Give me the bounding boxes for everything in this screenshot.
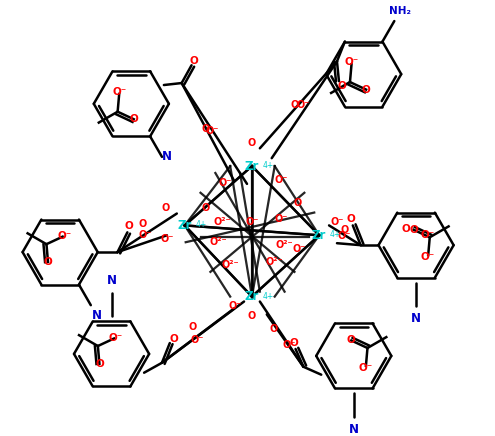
Text: O⁻: O⁻ xyxy=(283,340,296,350)
Text: O: O xyxy=(95,359,104,369)
Text: O: O xyxy=(201,123,209,133)
Text: N: N xyxy=(411,312,421,325)
Text: NH₂: NH₂ xyxy=(389,6,411,16)
Text: N: N xyxy=(349,422,359,436)
Text: O: O xyxy=(291,100,298,110)
Text: O⁻: O⁻ xyxy=(139,230,152,240)
Text: O: O xyxy=(338,81,346,91)
Text: O: O xyxy=(294,198,301,208)
Text: O⁻: O⁻ xyxy=(421,252,435,262)
Text: O: O xyxy=(189,322,197,332)
Text: O⁻: O⁻ xyxy=(275,215,288,225)
Text: 4+: 4+ xyxy=(263,292,274,301)
Text: O⁻: O⁻ xyxy=(109,333,123,343)
Text: O: O xyxy=(44,257,52,267)
Text: O⁻: O⁻ xyxy=(206,126,219,136)
Text: O²⁻: O²⁻ xyxy=(276,240,294,250)
Text: O⁻: O⁻ xyxy=(229,301,242,311)
Text: O⁻: O⁻ xyxy=(245,218,258,228)
Text: O: O xyxy=(289,338,298,348)
Text: O: O xyxy=(341,225,349,235)
Text: O⁻: O⁻ xyxy=(191,335,204,345)
Text: O: O xyxy=(270,324,278,334)
Text: O: O xyxy=(125,221,134,232)
Text: O⁻: O⁻ xyxy=(57,231,71,241)
Text: 4+: 4+ xyxy=(196,221,207,229)
Text: O: O xyxy=(248,138,256,148)
Text: O: O xyxy=(129,114,138,124)
Text: 4+: 4+ xyxy=(263,161,274,170)
Text: N: N xyxy=(162,150,172,164)
Text: O²⁻: O²⁻ xyxy=(213,218,231,228)
Text: O⁻: O⁻ xyxy=(275,175,288,185)
Text: O: O xyxy=(169,334,178,344)
Text: N: N xyxy=(106,274,116,287)
Text: O: O xyxy=(138,219,147,229)
Text: O: O xyxy=(402,225,410,235)
Text: O⁻: O⁻ xyxy=(359,363,373,373)
Text: O: O xyxy=(347,335,356,345)
Text: O: O xyxy=(201,203,209,213)
Text: O²⁻: O²⁻ xyxy=(221,260,239,270)
Text: O⁻: O⁻ xyxy=(337,231,350,241)
Text: Zr: Zr xyxy=(312,229,326,242)
Text: O: O xyxy=(362,85,370,95)
Text: O⁻: O⁻ xyxy=(330,218,344,228)
Text: 4+: 4+ xyxy=(330,230,341,239)
Text: Zr: Zr xyxy=(245,290,259,303)
Text: O: O xyxy=(346,215,355,225)
Text: Zr: Zr xyxy=(178,219,192,232)
Text: O⁻: O⁻ xyxy=(219,178,232,188)
Text: O⁻: O⁻ xyxy=(293,244,306,254)
Text: O⁻: O⁻ xyxy=(297,100,310,110)
Text: O⁻: O⁻ xyxy=(160,234,174,244)
Text: O⁻: O⁻ xyxy=(112,87,127,97)
Text: N: N xyxy=(92,309,102,322)
Text: O: O xyxy=(162,203,170,213)
Text: O²⁻: O²⁻ xyxy=(209,237,227,247)
Text: O⁻: O⁻ xyxy=(421,230,435,240)
Text: O: O xyxy=(189,56,198,66)
Text: O²⁻: O²⁻ xyxy=(266,257,284,267)
Text: O: O xyxy=(248,311,256,321)
Text: Zr: Zr xyxy=(245,160,259,173)
Text: O⁻: O⁻ xyxy=(345,58,359,67)
Text: O: O xyxy=(409,225,418,235)
